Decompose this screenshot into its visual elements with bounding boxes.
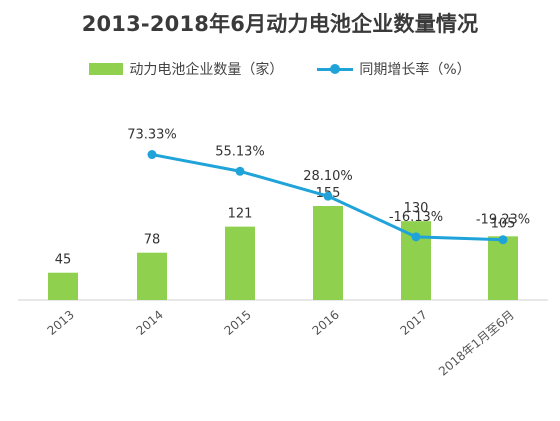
x-tick-label-2: 2015 — [222, 308, 254, 338]
bar-5 — [488, 236, 518, 300]
legend: 动力电池企业数量（家） 同期增长率（%） — [0, 54, 560, 84]
bar-label-1: 78 — [144, 233, 161, 248]
rate-label-3: 28.10% — [303, 169, 353, 184]
legend-item-bar: 动力电池企业数量（家） — [89, 59, 283, 79]
bar-2 — [225, 226, 255, 300]
rate-label-1: 73.33% — [127, 128, 177, 143]
rate-point-3 — [323, 191, 333, 201]
x-tick-label-5: 2018年1月至6月 — [436, 308, 517, 379]
legend-swatch-bar — [89, 63, 124, 75]
x-tick-label-1: 2014 — [134, 308, 166, 338]
x-tick-label-0: 2013 — [45, 308, 77, 338]
rate-point-5 — [498, 235, 508, 245]
rate-label-5: -19.23% — [476, 213, 530, 228]
bar-0 — [48, 272, 78, 300]
legend-item-line: 同期增长率（%） — [317, 59, 471, 79]
x-tick-label-3: 2016 — [310, 308, 342, 338]
legend-label-bar: 动力电池企业数量（家） — [129, 62, 284, 78]
bar-3 — [313, 206, 343, 300]
rate-label-2: 55.13% — [215, 144, 265, 159]
legend-swatch-line — [317, 63, 354, 75]
rate-point-2 — [235, 166, 245, 176]
rate-label-4: -16.13% — [389, 210, 443, 225]
rate-point-4 — [411, 232, 421, 242]
rate-point-1 — [147, 150, 157, 160]
bar-label-0: 45 — [55, 253, 72, 268]
bar-1 — [137, 252, 167, 300]
bar-label-5: 105 — [491, 216, 516, 231]
bar-label-2: 121 — [228, 207, 253, 222]
chart-title: 2013-2018年6月动力电池企业数量情况 — [81, 12, 479, 36]
bar-label-4: 130 — [404, 201, 429, 216]
x-tick-label-4: 2017 — [398, 308, 430, 338]
legend-label-line: 同期增长率（%） — [359, 62, 471, 78]
